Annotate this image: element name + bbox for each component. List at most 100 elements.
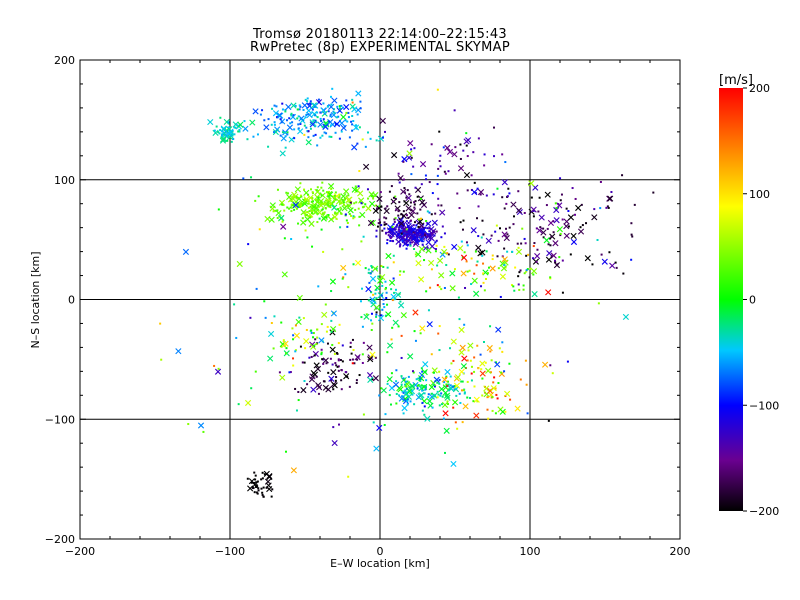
data-point: [393, 220, 396, 223]
data-point: [355, 379, 358, 382]
data-point: [378, 394, 381, 397]
data-point: [436, 264, 439, 267]
data-point: [506, 250, 509, 253]
data-point: [470, 379, 473, 382]
data-points: [159, 87, 655, 498]
data-point: [351, 129, 354, 132]
data-point: [397, 228, 400, 231]
data-point: [309, 205, 312, 208]
data-point: [463, 323, 466, 326]
data-point: [314, 133, 317, 136]
data-point: [284, 135, 287, 138]
data-point: [535, 227, 538, 230]
data-point: [182, 248, 190, 255]
data-point: [471, 277, 478, 284]
data-point: [445, 383, 448, 386]
data-point: [347, 286, 350, 289]
data-point: [525, 270, 528, 273]
data-point: [482, 340, 485, 343]
data-point: [503, 207, 506, 210]
data-point: [401, 239, 404, 242]
data-point: [279, 150, 286, 157]
data-point: [282, 339, 285, 342]
data-point: [295, 318, 302, 326]
data-point: [294, 387, 297, 390]
data-point: [479, 193, 482, 196]
data-point: [351, 98, 354, 101]
data-point: [428, 181, 431, 184]
data-point: [411, 241, 414, 244]
data-point: [554, 261, 557, 264]
data-point: [437, 393, 440, 396]
data-point: [495, 326, 502, 333]
data-point: [321, 181, 324, 184]
data-point: [418, 276, 425, 283]
data-point: [549, 237, 552, 240]
data-point: [404, 226, 407, 229]
data-point: [528, 276, 531, 279]
data-point: [255, 485, 258, 488]
data-point: [309, 127, 312, 130]
data-point: [515, 207, 523, 214]
data-point: [409, 386, 412, 389]
data-point: [324, 206, 327, 209]
data-point: [485, 367, 492, 374]
data-point: [259, 113, 262, 116]
data-point: [418, 377, 421, 380]
data-point: [477, 189, 485, 196]
data-point: [299, 105, 302, 108]
data-point: [510, 201, 517, 208]
data-point: [391, 326, 394, 329]
data-point: [340, 104, 343, 107]
data-point: [491, 254, 494, 257]
data-point: [481, 254, 484, 257]
data-point: [339, 226, 342, 229]
data-point: [495, 393, 498, 396]
data-point: [302, 317, 305, 320]
data-point: [218, 132, 221, 135]
data-point: [466, 380, 469, 383]
x-axis-label: E–W location [km]: [330, 557, 430, 570]
data-point: [436, 396, 439, 399]
data-point: [385, 217, 388, 220]
data-point: [300, 202, 303, 205]
data-point: [309, 102, 312, 105]
data-point: [584, 255, 591, 262]
data-point: [307, 202, 310, 205]
data-point: [424, 387, 427, 390]
data-point: [320, 323, 323, 326]
y-tick-label: −100: [45, 413, 75, 426]
data-point: [334, 379, 337, 382]
data-point: [306, 97, 309, 100]
data-point: [504, 390, 511, 397]
data-point: [350, 352, 353, 355]
data-point: [431, 219, 438, 226]
data-point: [413, 147, 416, 150]
data-point: [255, 287, 258, 290]
data-point: [402, 231, 405, 234]
data-point: [449, 375, 452, 378]
data-point: [278, 214, 285, 221]
data-point: [294, 324, 297, 327]
data-point: [331, 97, 338, 104]
data-point: [546, 227, 549, 230]
data-point: [486, 408, 489, 411]
data-point: [500, 265, 508, 272]
data-point: [276, 216, 279, 219]
data-point: [348, 136, 351, 139]
data-point: [424, 234, 427, 237]
data-point: [382, 298, 385, 301]
data-point: [375, 267, 378, 270]
data-point: [220, 125, 227, 132]
data-point: [375, 313, 378, 316]
data-point: [273, 121, 276, 124]
data-point: [334, 362, 337, 365]
data-point: [418, 222, 425, 229]
data-point: [537, 210, 540, 213]
data-point: [413, 201, 416, 204]
data-point: [418, 234, 426, 241]
data-point: [272, 210, 275, 213]
data-point: [327, 110, 330, 113]
data-point: [556, 226, 563, 233]
